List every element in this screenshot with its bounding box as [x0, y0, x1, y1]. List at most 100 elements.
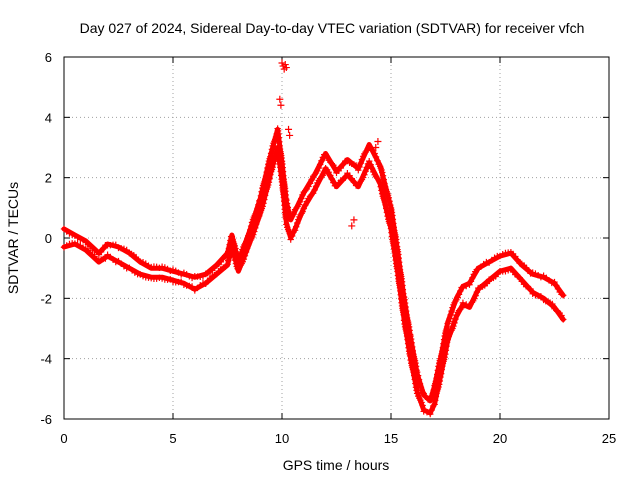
data-point-marker	[348, 175, 355, 182]
chart-title: Day 027 of 2024, Sidereal Day-to-day VTE…	[80, 20, 585, 36]
data-point-marker	[514, 256, 521, 263]
data-point-marker	[309, 190, 317, 197]
data-point-marker	[242, 248, 250, 256]
data-point-marker	[537, 293, 545, 300]
data-point-marker	[427, 410, 434, 418]
data-point-marker	[435, 381, 443, 388]
data-point-marker	[371, 150, 378, 157]
data-point-marker	[379, 172, 387, 179]
data-point-marker	[450, 322, 457, 330]
data-point-marker	[437, 373, 444, 381]
data-point-marker	[419, 389, 426, 396]
data-point-marker	[549, 300, 556, 308]
data-point-marker	[261, 192, 269, 199]
y-tick-label: -6	[40, 412, 52, 427]
data-point-marker	[363, 164, 370, 171]
data-point-marker	[240, 255, 248, 263]
data-point-marker	[467, 278, 475, 285]
data-point-marker	[264, 181, 272, 189]
data-point-marker	[362, 168, 369, 175]
data-point-marker	[452, 315, 459, 323]
data-point-marker	[459, 299, 467, 306]
data-point-marker	[312, 183, 320, 190]
data-point-marker	[512, 253, 519, 260]
data-point-marker	[287, 236, 294, 243]
data-point-marker	[224, 261, 231, 268]
data-point-marker	[277, 101, 285, 109]
x-tick-label: 20	[493, 431, 507, 446]
data-point-marker	[446, 315, 453, 322]
y-tick-label: -2	[40, 291, 52, 306]
data-point-marker	[308, 176, 315, 183]
x-tick-label: 0	[60, 431, 67, 446]
data-point-marker	[418, 399, 425, 406]
data-point-marker	[370, 168, 377, 176]
data-point-marker	[243, 245, 251, 252]
data-point-marker	[219, 255, 227, 263]
y-tick-label: 4	[45, 110, 52, 125]
y-tick-label: 0	[45, 231, 52, 246]
data-point-marker	[551, 278, 558, 286]
data-point-marker	[256, 212, 263, 220]
data-point-marker	[292, 223, 300, 230]
data-point-marker	[361, 171, 368, 178]
data-point-marker	[337, 164, 345, 172]
data-point-marker	[463, 282, 470, 290]
data-point-marker	[261, 196, 268, 203]
data-point-marker	[432, 393, 440, 400]
data-point-marker	[316, 175, 324, 182]
data-point-marker	[447, 311, 454, 319]
data-point-marker	[451, 319, 458, 327]
grid	[64, 57, 609, 419]
y-tick-label: 6	[45, 50, 52, 65]
x-tick-label: 15	[384, 431, 398, 446]
data-point-marker	[288, 232, 296, 240]
data-point-marker	[252, 224, 259, 232]
data-point-marker	[454, 294, 461, 301]
data-point-marker	[253, 220, 260, 228]
data-point-marker	[374, 157, 381, 164]
series-band	[61, 126, 566, 404]
data-point-marker	[560, 316, 567, 323]
data-point-marker	[285, 125, 293, 133]
data-point-marker	[376, 179, 384, 186]
data-series	[60, 59, 567, 418]
data-point-marker	[420, 408, 427, 415]
data-point-marker	[267, 153, 274, 160]
data-point-marker	[276, 95, 284, 103]
data-point-marker	[321, 169, 328, 177]
data-point-marker	[188, 283, 196, 290]
data-point-marker	[260, 200, 267, 207]
data-point-marker	[378, 187, 385, 194]
data-point-marker	[271, 156, 278, 164]
data-point-marker	[463, 301, 470, 308]
data-point-marker	[231, 256, 239, 264]
data-point-marker	[267, 150, 275, 157]
data-point-marker	[339, 161, 347, 168]
data-point-marker	[507, 265, 515, 273]
data-point-marker	[372, 144, 380, 151]
data-point-marker	[444, 336, 451, 343]
data-point-marker	[473, 288, 481, 296]
data-point-marker	[314, 167, 321, 175]
data-point-marker	[306, 180, 314, 187]
data-point-marker	[560, 292, 567, 299]
data-point-marker	[241, 252, 249, 259]
data-point-marker	[273, 145, 281, 153]
data-point-marker	[469, 274, 476, 282]
data-point-marker	[282, 64, 290, 72]
data-point-marker	[471, 295, 478, 302]
data-point-marker	[470, 271, 478, 278]
data-point-marker	[327, 172, 334, 179]
data-point-marker	[432, 397, 439, 404]
data-point-marker	[232, 260, 240, 267]
data-point-marker	[230, 248, 237, 256]
data-point-marker	[282, 215, 290, 223]
data-point-marker	[449, 304, 456, 311]
data-point-marker	[452, 297, 459, 305]
data-point-marker	[328, 175, 336, 183]
data-point-marker	[250, 231, 257, 238]
data-point-marker	[228, 233, 236, 240]
data-point-marker	[123, 246, 130, 254]
